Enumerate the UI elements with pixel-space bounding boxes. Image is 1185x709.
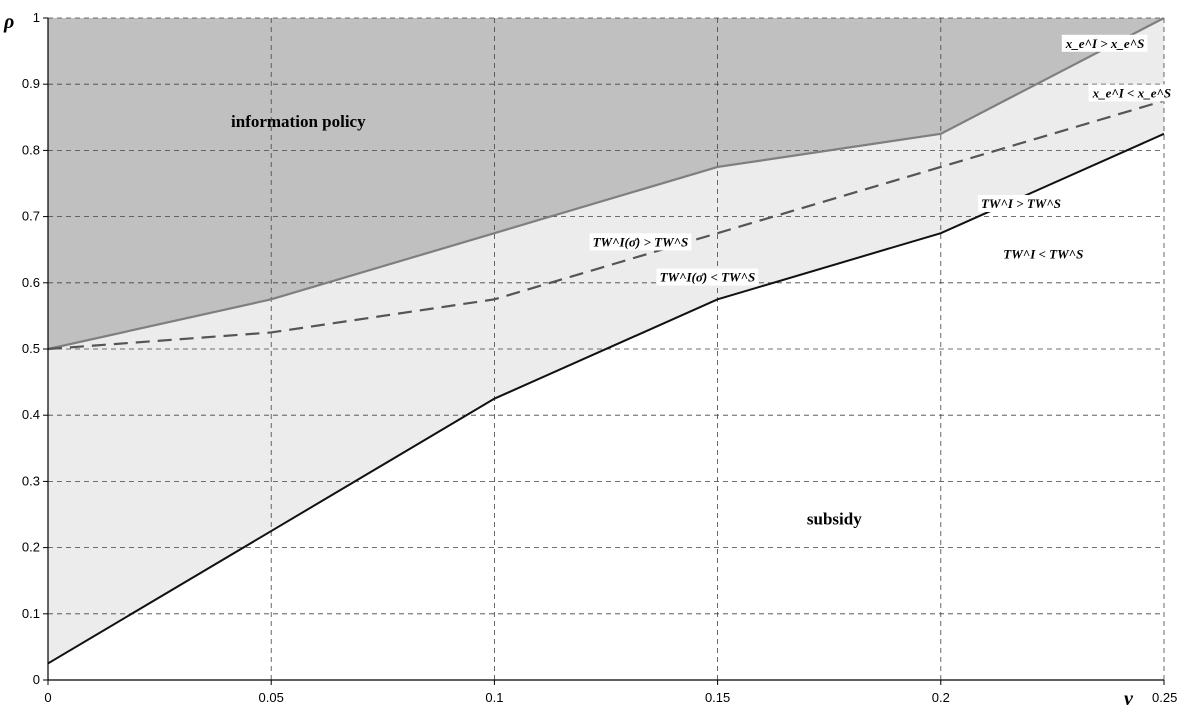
annotation-background bbox=[1088, 84, 1175, 102]
x-tick-label: 0 bbox=[44, 690, 51, 705]
annotation: TW^I(σ̄) > TW^S bbox=[589, 233, 692, 251]
region-information-policy bbox=[48, 18, 1164, 349]
annotation-text: TW^I(σ̄) > TW^S bbox=[593, 234, 689, 249]
series-line-solid-gray bbox=[47, 17, 1165, 351]
y-tick-label: 0.5 bbox=[22, 341, 40, 356]
chart-regions bbox=[48, 18, 1164, 664]
annotation-text: x_e^I < x_e^S bbox=[1092, 85, 1172, 100]
x-tick-label: 0.15 bbox=[705, 690, 730, 705]
y-tick-label: 0.8 bbox=[22, 142, 40, 157]
x-tick-label: 0.1 bbox=[485, 690, 503, 705]
region-label: information policy bbox=[231, 112, 366, 131]
chart-labels: information policy subsidy x_e^I > x_e^S x_… bbox=[231, 34, 1175, 528]
x-tick-label: 0.05 bbox=[259, 690, 284, 705]
annotation: TW^I > TW^S bbox=[977, 194, 1064, 212]
annotation-text: x_e^I > x_e^S bbox=[1065, 36, 1145, 51]
annotation-background bbox=[656, 268, 759, 286]
y-tick-label: 0.7 bbox=[22, 209, 40, 224]
y-tick-label: 0 bbox=[33, 672, 40, 687]
region-intermediate bbox=[48, 18, 1164, 664]
x-tick-label: 0.2 bbox=[932, 690, 950, 705]
y-tick-label: 0.4 bbox=[22, 407, 40, 422]
region-label: subsidy bbox=[807, 509, 862, 528]
y-tick-label: 0.1 bbox=[22, 606, 40, 621]
annotation-text: TW^I(σ̄) < TW^S bbox=[660, 269, 756, 284]
y-tick-label: 0.9 bbox=[22, 76, 40, 91]
annotation-background bbox=[977, 194, 1064, 212]
y-tick-label: 0.6 bbox=[22, 275, 40, 290]
annotation: TW^I < TW^S bbox=[1000, 245, 1087, 263]
y-tick-label: 0.3 bbox=[22, 473, 40, 488]
chart-series bbox=[47, 17, 1165, 665]
annotation: x_e^I > x_e^S bbox=[1061, 34, 1148, 52]
annotation-text: TW^I < TW^S bbox=[1003, 246, 1083, 261]
series-line-dashed bbox=[47, 99, 1165, 351]
annotation: x_e^I < x_e^S bbox=[1088, 84, 1175, 102]
chart-ticks: 0 0.1 0.2 0.3 0.4 0.5 0.6 0.7 0.8 0.9 1 0 0.05 0.1 0.1… bbox=[22, 10, 1177, 705]
x-tick-label: 0.25 bbox=[1152, 690, 1177, 705]
annotation: TW^I(σ̄) < TW^S bbox=[656, 268, 759, 286]
series-line-solid-black bbox=[47, 132, 1165, 665]
annotation-background bbox=[589, 233, 692, 251]
annotation-background bbox=[1000, 245, 1087, 263]
y-tick-label: 0.2 bbox=[22, 540, 40, 555]
annotation-text: TW^I > TW^S bbox=[981, 196, 1061, 211]
y-tick-label: 1 bbox=[33, 10, 40, 25]
annotation-background bbox=[1061, 34, 1148, 52]
y-axis-label: ρ bbox=[3, 11, 14, 33]
x-axis-label: ν bbox=[1124, 688, 1134, 709]
